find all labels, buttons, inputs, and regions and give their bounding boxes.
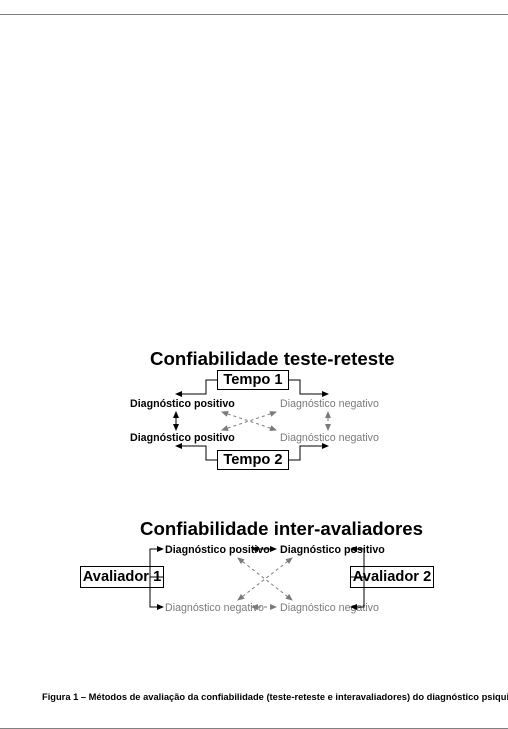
avaliador1-label: Avaliador 1 xyxy=(83,569,161,585)
tempo2-label: Tempo 2 xyxy=(223,452,282,468)
d2-label-tl: Diagnóstico positivo xyxy=(165,544,270,556)
d1-label-tr: Diagnóstico negativo xyxy=(280,398,379,410)
d2-label-br: Diagnóstico negativo xyxy=(280,602,379,614)
avaliador2-label: Avaliador 2 xyxy=(353,569,431,585)
d2-label-tr: Diagnóstico positivo xyxy=(280,544,385,556)
figure-canvas: Confiabilidade teste-reteste Tempo 1 Tem… xyxy=(0,0,508,729)
d2-label-bl: Diagnóstico negativo xyxy=(165,602,264,614)
d1-label-br: Diagnóstico negativo xyxy=(280,432,379,444)
diagram2-title: Confiabilidade inter-avaliadores xyxy=(140,518,423,540)
avaliador2-box: Avaliador 2 xyxy=(350,566,434,588)
tempo1-box: Tempo 1 xyxy=(217,370,289,390)
tempo1-label: Tempo 1 xyxy=(223,372,282,388)
figure-caption: Figura 1 – Métodos de avaliação da confi… xyxy=(42,692,508,702)
d1-label-tl: Diagnóstico positivo xyxy=(130,398,235,410)
d1-label-bl: Diagnóstico positivo xyxy=(130,432,235,444)
diagram1-title: Confiabilidade teste-reteste xyxy=(150,348,395,370)
tempo2-box: Tempo 2 xyxy=(217,450,289,470)
avaliador1-box: Avaliador 1 xyxy=(80,566,164,588)
